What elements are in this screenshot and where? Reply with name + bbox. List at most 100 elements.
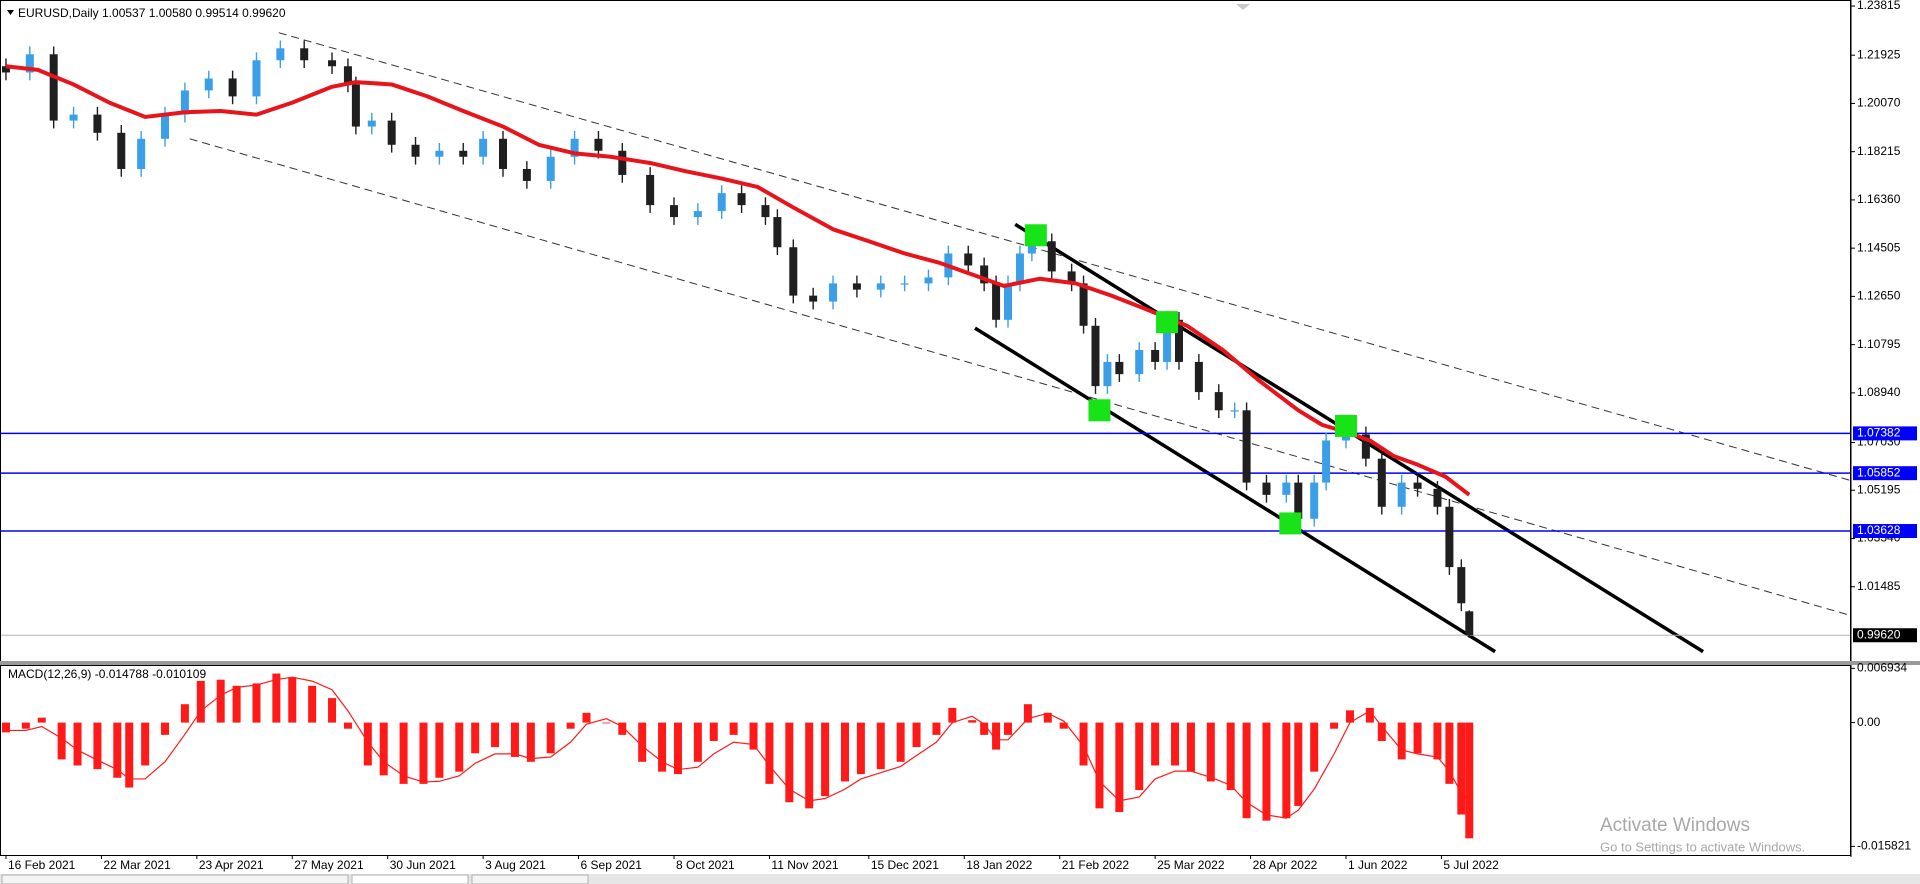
macd-bar <box>328 698 337 723</box>
candle-body <box>367 120 376 127</box>
macd-bar <box>805 722 814 809</box>
macd-bar <box>566 722 575 729</box>
candle-body <box>852 283 861 290</box>
macd-bar <box>856 722 865 775</box>
candle-body <box>1397 482 1406 507</box>
candle-body <box>300 48 309 61</box>
macd-bar <box>471 722 480 754</box>
candle-body <box>1151 349 1160 362</box>
candle-body <box>1214 392 1223 411</box>
macd-bar <box>1294 722 1303 806</box>
signal-marker <box>1024 224 1047 247</box>
candle-body <box>693 211 702 218</box>
macd-bar <box>1023 704 1032 723</box>
level-label-bg <box>1853 524 1917 539</box>
macd-bar <box>161 722 170 735</box>
candle-body <box>1079 283 1088 326</box>
candle-body <box>93 114 102 133</box>
candle-body <box>228 78 237 97</box>
macd-bar <box>232 685 241 723</box>
macd-bar <box>1043 712 1052 723</box>
candle-body <box>25 54 34 73</box>
candle-body <box>276 48 285 61</box>
y-tick-label: 1.21925 <box>1857 47 1901 61</box>
macd-bar <box>308 685 317 723</box>
candle-body <box>1174 319 1183 362</box>
tab[interactable] <box>351 874 469 884</box>
x-tick-label: 8 Oct 2021 <box>676 858 735 872</box>
tab[interactable] <box>1 874 349 884</box>
macd-bar <box>932 722 941 735</box>
candle-body <box>1361 434 1370 459</box>
candle-body <box>809 295 818 302</box>
macd-bar <box>1004 722 1013 735</box>
macd-bar <box>526 722 535 762</box>
candle-body <box>1004 283 1013 320</box>
signal-marker <box>1335 414 1358 437</box>
x-tick-label: 30 Jun 2021 <box>390 858 456 872</box>
candle-body <box>646 174 655 206</box>
macd-bar <box>1 722 10 733</box>
macd-bar <box>638 722 647 762</box>
macd-bar <box>196 680 205 723</box>
panel-separator <box>0 661 1920 665</box>
macd-bar <box>113 722 122 778</box>
candle-body <box>773 217 782 248</box>
x-tick-label: 25 Mar 2022 <box>1157 858 1225 872</box>
candle-body <box>328 60 337 67</box>
macd-bar <box>363 722 372 766</box>
watermark-title: Activate Windows <box>1600 815 1750 836</box>
macd-bar <box>399 722 408 784</box>
candle-body <box>717 193 726 212</box>
tab[interactable] <box>471 874 589 884</box>
candle-body <box>180 90 189 115</box>
candle-body <box>117 132 126 169</box>
moving-average <box>5 64 1471 497</box>
macd-bar <box>491 722 500 748</box>
macd-signal <box>5 676 1470 819</box>
macd-bar <box>455 722 464 772</box>
candle-body <box>594 138 603 151</box>
macd-bar <box>729 722 738 735</box>
candle-body <box>900 283 909 285</box>
macd-bar <box>1226 722 1235 791</box>
candle-body <box>1342 434 1351 441</box>
candle-body <box>522 168 531 181</box>
x-tick-label: 23 Apr 2021 <box>199 858 264 872</box>
candle-body <box>49 54 58 121</box>
candle-body <box>435 150 444 157</box>
candle-body <box>924 277 933 284</box>
candle-body <box>1115 361 1124 375</box>
x-tick-label: 3 Aug 2021 <box>485 858 546 872</box>
x-tick-label: 15 Dec 2021 <box>871 858 939 872</box>
candle-body <box>1294 482 1303 519</box>
y-tick-label: 0.006934 <box>1857 661 1907 675</box>
candle-body <box>252 60 261 97</box>
macd-bar <box>1433 722 1442 760</box>
macd-bar <box>1397 722 1406 760</box>
candle-body <box>1262 482 1271 495</box>
last-price-label: 0.99620 <box>1857 627 1901 641</box>
macd-bar <box>419 722 428 784</box>
macd-frame <box>0 665 1851 856</box>
macd-bar <box>618 722 627 735</box>
candle-body <box>137 138 146 169</box>
y-tick-label: 1.10795 <box>1857 337 1901 351</box>
macd-bar <box>1262 722 1271 821</box>
macd-bar <box>840 722 849 782</box>
candle-body <box>1103 361 1112 387</box>
macd-bar <box>272 673 281 723</box>
macd-bar <box>968 720 977 723</box>
macd-bar <box>57 722 66 760</box>
macd-bar <box>1171 722 1180 766</box>
x-tick-label: 22 Mar 2021 <box>103 858 171 872</box>
candle-body <box>1067 271 1076 284</box>
macd-bar <box>1135 722 1144 791</box>
symbol-menu-icon[interactable] <box>7 10 14 15</box>
last-price-bg <box>1853 628 1917 643</box>
macd-bar <box>1242 722 1251 819</box>
candle-body <box>1047 241 1056 272</box>
macd-bar <box>912 722 921 748</box>
y-tick-label: 1.14505 <box>1857 240 1901 254</box>
plot-layer <box>0 32 1851 839</box>
